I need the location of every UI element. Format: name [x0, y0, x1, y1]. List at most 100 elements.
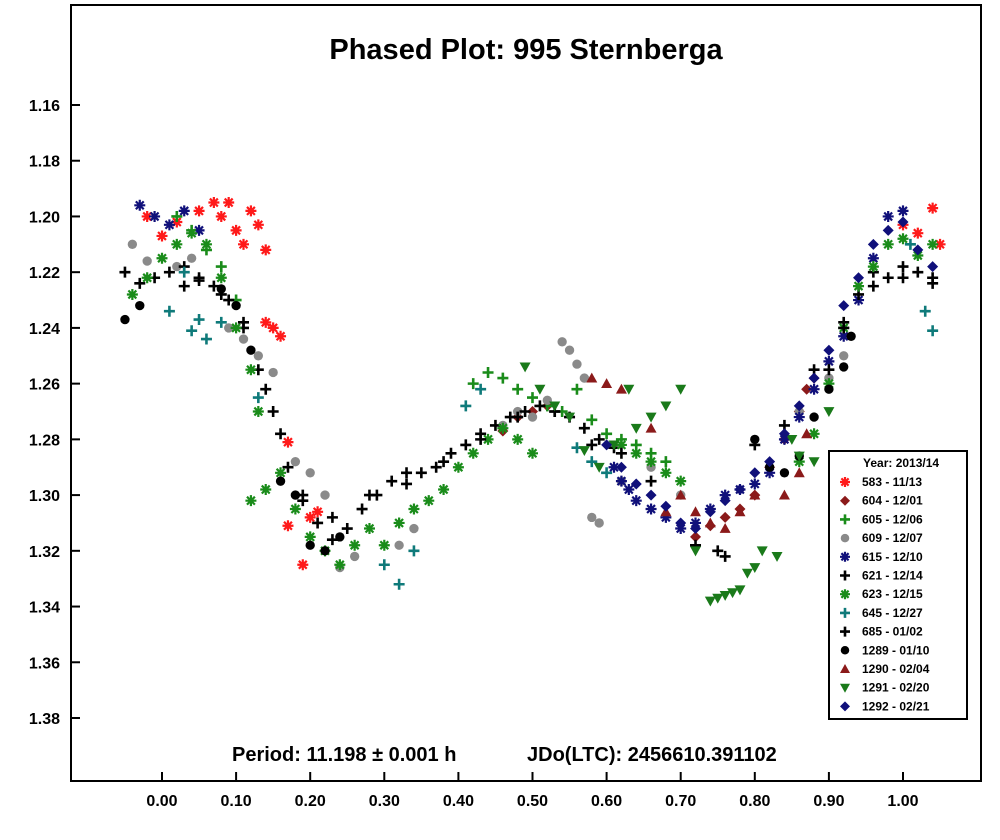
legend-marker — [840, 477, 850, 487]
data-point — [142, 256, 152, 266]
data-point — [200, 333, 212, 345]
data-point — [608, 461, 620, 473]
legend-marker — [840, 514, 850, 525]
data-point — [282, 436, 294, 448]
data-point — [119, 266, 131, 278]
data-point — [630, 478, 642, 490]
data-point — [290, 456, 301, 467]
data-point — [927, 238, 939, 250]
data-point — [260, 244, 272, 256]
data-point — [224, 323, 234, 333]
data-point — [897, 261, 909, 273]
data-point — [793, 411, 805, 423]
data-point — [586, 414, 598, 426]
legend-label: 609 - 12/07 — [862, 531, 923, 545]
data-point — [512, 383, 524, 395]
legend-entry: 1289 - 01/10 — [840, 643, 930, 657]
legend-label: 1289 - 01/10 — [862, 643, 930, 657]
data-point — [304, 531, 316, 543]
data-point — [719, 495, 731, 507]
data-point — [289, 503, 301, 515]
data-point — [645, 422, 657, 433]
data-point — [134, 277, 146, 289]
data-point — [675, 384, 687, 395]
data-point — [363, 489, 375, 501]
data-point — [290, 490, 301, 500]
data-point — [245, 205, 257, 217]
data-point — [615, 383, 627, 394]
data-point — [578, 422, 590, 434]
legend-marker — [840, 701, 850, 712]
data-point — [579, 373, 590, 383]
data-point — [534, 384, 546, 395]
data-point — [245, 495, 257, 507]
data-point — [823, 344, 835, 356]
data-point — [571, 383, 583, 395]
data-point — [178, 280, 190, 292]
data-point — [223, 197, 235, 209]
legend: Year: 2013/14 583 - 11/13 604 - 12/01 605 … — [828, 450, 968, 720]
data-point — [275, 330, 287, 342]
legend-entry: 621 - 12/14 — [840, 569, 923, 583]
data-point — [660, 511, 672, 523]
data-point — [912, 266, 924, 278]
data-point — [838, 322, 850, 334]
data-point — [838, 330, 850, 342]
data-point — [386, 475, 398, 487]
legend-entry: 1290 - 02/04 — [840, 662, 930, 676]
data-point — [690, 531, 702, 543]
data-point — [349, 539, 361, 551]
plot-frame — [70, 4, 982, 782]
data-point — [141, 210, 153, 222]
data-point — [335, 532, 345, 542]
data-point — [445, 447, 457, 459]
data-point — [586, 456, 598, 468]
data-point — [171, 238, 183, 250]
data-point — [704, 506, 716, 518]
chart-title: Phased Plot: 995 Sternberga — [329, 34, 723, 66]
data-point — [394, 540, 404, 550]
data-point — [601, 378, 613, 389]
data-point — [690, 523, 702, 535]
data-point — [867, 252, 879, 264]
data-point — [326, 511, 338, 523]
data-point — [764, 456, 776, 468]
data-point — [882, 238, 894, 250]
x-tick-label: 0.70 — [665, 793, 696, 810]
data-point — [897, 205, 909, 217]
data-point — [267, 322, 279, 334]
legend-entry: 583 - 11/13 — [840, 475, 922, 489]
data-point — [230, 322, 242, 334]
legend-label: 645 - 12/27 — [862, 606, 923, 620]
data-point — [630, 495, 642, 507]
x-tick-label: 0.40 — [443, 793, 474, 810]
data-point — [482, 366, 494, 378]
data-point — [378, 559, 390, 571]
data-point — [764, 467, 776, 479]
legend-box — [828, 450, 968, 720]
legend-label: 583 - 11/13 — [862, 475, 922, 489]
data-point — [882, 210, 894, 222]
data-point — [660, 456, 672, 468]
data-point — [645, 475, 657, 487]
data-point — [719, 489, 731, 501]
x-tick-label: 0.30 — [369, 793, 400, 810]
legend-marker — [840, 551, 850, 562]
data-point — [927, 277, 939, 289]
y-tick-label: 1.34 — [29, 600, 60, 617]
data-point — [867, 280, 879, 292]
data-point — [438, 456, 450, 468]
data-point — [593, 433, 605, 445]
data-point — [778, 433, 790, 445]
data-point — [824, 384, 834, 394]
data-point — [246, 345, 256, 355]
data-point — [927, 261, 939, 273]
data-point — [512, 411, 524, 423]
data-point — [712, 545, 724, 557]
data-point — [230, 224, 242, 236]
data-point — [497, 372, 509, 384]
legend-marker — [840, 626, 850, 637]
data-point — [809, 412, 819, 422]
data-point — [897, 272, 909, 284]
